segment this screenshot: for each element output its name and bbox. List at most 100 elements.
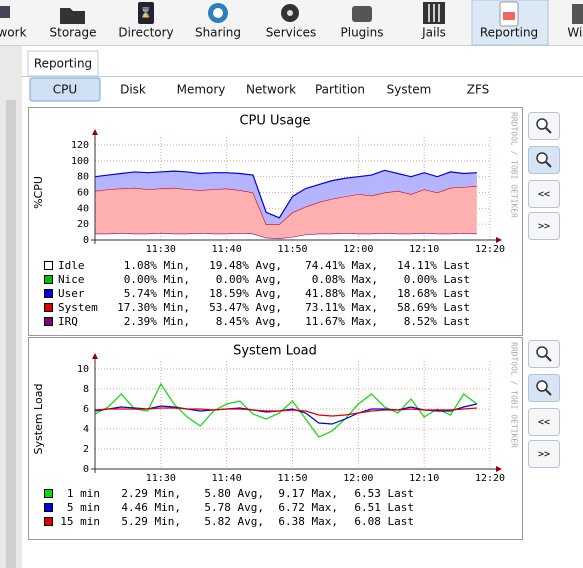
subtab[interactable]: CPU: [53, 83, 77, 97]
y-tick-label: 6: [83, 404, 89, 415]
y-tick-label: 2: [83, 444, 89, 455]
legend-stat: 19.48% Avg,: [209, 259, 282, 272]
subtab[interactable]: Disk: [120, 83, 146, 97]
watermark: RRDTOOL / TOBI OETIKER: [510, 342, 519, 448]
legend-stat: 2.39% Min,: [124, 315, 190, 328]
y-tick-label: 8: [83, 384, 89, 395]
axis-arrow: [496, 237, 502, 243]
legend-swatch: [44, 275, 53, 284]
nav-button[interactable]: [528, 440, 560, 468]
x-tick-label: 11:50: [277, 244, 307, 255]
legend-stat: 9.17 Max,: [278, 487, 338, 500]
chart-title: System Load: [233, 344, 317, 359]
magnifier-icon: [536, 118, 548, 130]
magnifier-icon: [536, 380, 548, 392]
legend-stat: 58.69% Last: [397, 301, 470, 314]
legend-name: Nice: [58, 273, 85, 286]
svg-text:⌛: ⌛: [140, 6, 152, 19]
legend-stat: 1.08% Min,: [124, 259, 190, 272]
toolbar-item[interactable]: Sharing: [195, 26, 241, 40]
legend-stat: 5.82 Avg,: [204, 515, 264, 528]
y-axis-label: %CPU: [32, 176, 45, 209]
legend-name: System: [58, 301, 98, 314]
toolbar-item[interactable]: Reporting: [480, 26, 538, 40]
toolbar-item[interactable]: Wiz: [567, 26, 583, 40]
legend-name: User: [58, 287, 85, 300]
x-tick-label: 11:40: [212, 473, 242, 484]
toolbar-item[interactable]: Storage: [50, 26, 97, 40]
series-line: [94, 169, 477, 219]
legend-swatch: [44, 503, 53, 512]
magnifier-icon: [536, 152, 548, 164]
nav-button[interactable]: [528, 212, 560, 240]
legend-stat: 5.74% Min,: [124, 287, 190, 300]
legend-swatch: [44, 489, 53, 498]
y-tick-label: 0: [83, 464, 89, 475]
y-axis-label: System Load: [32, 384, 45, 455]
x-tick-label: 12:10: [409, 244, 439, 255]
subtab[interactable]: Network: [246, 83, 296, 97]
axis-arrow: [92, 129, 98, 135]
series-line: [94, 382, 478, 438]
legend-stat: 11.67% Max,: [305, 315, 378, 328]
nav-button-label[interactable]: >>: [538, 449, 550, 460]
toolbar-item[interactable]: Jails: [421, 26, 446, 40]
tab[interactable]: [27, 50, 99, 77]
series-line: [94, 407, 477, 417]
nav-button[interactable]: [528, 180, 560, 208]
toolbar-item[interactable]: Services: [266, 26, 317, 40]
x-tick-label: 11:50: [277, 473, 307, 484]
toolbar-item[interactable]: work: [0, 26, 27, 40]
scrollbar[interactable]: [6, 100, 16, 568]
axis-arrow: [496, 466, 502, 472]
legend-stat: 6.38 Max,: [278, 515, 338, 528]
toolbar-labels: work Storage Directory Sharing Services Plugi…: [0, 26, 583, 40]
toolbar-item[interactable]: Directory: [118, 26, 173, 40]
magnifier-handle: [545, 389, 552, 396]
y-tick-label: 4: [83, 424, 89, 435]
subtab[interactable]: ZFS: [467, 83, 490, 97]
series-area: [95, 186, 477, 239]
nav-button-label[interactable]: >>: [538, 221, 550, 232]
legend-swatch: [44, 303, 53, 312]
series-area: [95, 170, 477, 225]
y-tick-label: 40: [77, 203, 89, 214]
x-tick-label: 12:20: [475, 473, 505, 484]
legend-stat: 18.59% Avg,: [209, 287, 282, 300]
axis-arrow: [92, 353, 98, 359]
legend-swatch: [44, 289, 53, 298]
x-tick-label: 12:20: [475, 244, 505, 255]
magnifier-handle: [545, 127, 552, 134]
magnifier-handle: [545, 161, 552, 168]
nav-button-label[interactable]: <<: [538, 417, 550, 428]
legend-name: 1 min: [67, 487, 100, 500]
legend-stat: 4.46 Min,: [121, 501, 181, 514]
legend-name: Idle: [58, 259, 85, 272]
charts: CPU Usage%CPU RRDTOOL / TOBI OETIKER02040…: [32, 112, 519, 528]
active-subtab[interactable]: [29, 77, 101, 102]
legend-swatch: [44, 261, 53, 270]
subtab[interactable]: Partition: [315, 83, 365, 97]
tab-label[interactable]: Reporting: [34, 57, 92, 71]
legend-stat: 14.11% Last: [397, 259, 470, 272]
y-tick-label: 10: [77, 364, 89, 375]
nav-button[interactable]: [528, 408, 560, 436]
subtab[interactable]: System: [387, 83, 432, 97]
legend-stat: 8.52% Last: [404, 315, 470, 328]
legend-swatch: [44, 517, 53, 526]
x-tick-label: 12:00: [343, 473, 373, 484]
plot-background: [95, 359, 490, 469]
y-tick-label: 100: [71, 156, 89, 167]
y-tick-label: 0: [83, 235, 89, 246]
watermark: RRDTOOL / TOBI OETIKER: [510, 112, 519, 218]
legend-name: 15 min: [60, 515, 100, 528]
chart-title: CPU Usage: [239, 114, 310, 129]
legend-stat: 0.00% Min,: [124, 273, 190, 286]
legend-stat: 18.68% Last: [397, 287, 470, 300]
toolbar-item[interactable]: Plugins: [341, 26, 384, 40]
y-tick-label: 80: [77, 172, 89, 183]
subtab[interactable]: Memory: [177, 83, 226, 97]
nav-button-label[interactable]: <<: [538, 189, 550, 200]
y-tick-label: 20: [77, 219, 89, 230]
